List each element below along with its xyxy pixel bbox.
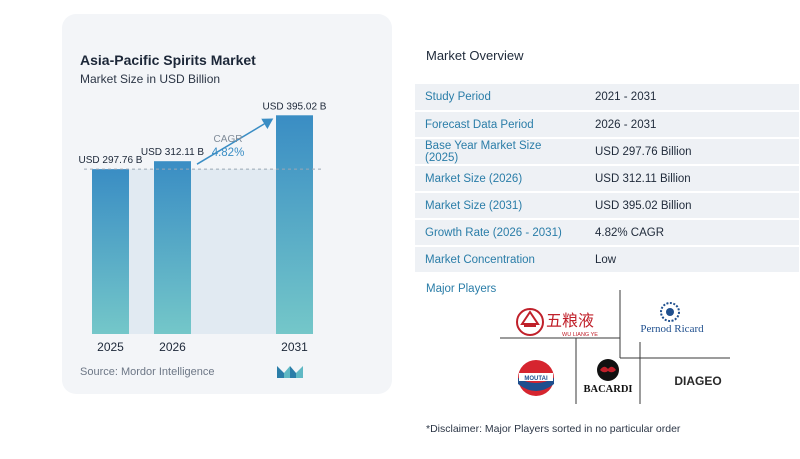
svg-text:五粮液: 五粮液 <box>546 311 594 330</box>
x-tick-label: 2026 <box>159 340 186 354</box>
overview-title: Market Overview <box>426 48 524 63</box>
bar-value-label: USD 297.76 B <box>79 155 143 166</box>
major-players-logos: 五粮液 WU LIANG YE Pernod Ricard MOUTAI BAC… <box>500 290 730 404</box>
overview-row: Growth Rate (2026 - 2031) 4.82% CAGR <box>415 219 799 247</box>
overview-key: Market Size (2026) <box>415 165 585 193</box>
overview-key: Base Year Market Size (2025) <box>415 138 585 166</box>
overview-value: Low <box>585 246 799 274</box>
mordor-logo-icon <box>277 366 303 378</box>
overview-row: Study Period 2021 - 2031 <box>415 84 799 112</box>
chart-subtitle: Market Size in USD Billion <box>80 72 221 86</box>
cagr-label: CAGR <box>214 134 243 145</box>
overview-value: 4.82% CAGR <box>585 219 799 247</box>
chart-title: Asia-Pacific Spirits Market <box>80 52 256 68</box>
overview-row: Forecast Data Period 2026 - 2031 <box>415 111 799 139</box>
source-note: Source: Mordor Intelligence <box>80 366 215 378</box>
bacardi-logo-icon: BACARDI <box>583 359 633 395</box>
moutai-logo-icon: MOUTAI <box>518 360 554 396</box>
overview-value: USD 395.02 Billion <box>585 192 799 220</box>
player-logo-label: BACARDI <box>583 384 632 395</box>
disclaimer-note: *Disclaimer: Major Players sorted in no … <box>426 423 681 435</box>
diageo-logo-icon: DIAGEO <box>674 374 721 388</box>
overview-row: Market Size (2026) USD 312.11 Billion <box>415 165 799 193</box>
overview-value: USD 312.11 Billion <box>585 165 799 193</box>
overview-key: Forecast Data Period <box>415 111 585 139</box>
player-logo-label: Pernod Ricard <box>640 323 704 335</box>
player-logo-label: MOUTAI <box>524 376 548 382</box>
cagr-arrow <box>196 118 274 165</box>
bar-value-label: USD 312.11 B <box>141 147 205 158</box>
cagr-value: 4.82% <box>212 147 245 159</box>
overview-row: Market Size (2031) USD 395.02 Billion <box>415 192 799 220</box>
overview-row: Market Concentration Low <box>415 246 799 274</box>
overview-key: Market Size (2031) <box>415 192 585 220</box>
pernod-ricard-logo-icon: Pernod Ricard <box>640 302 704 335</box>
player-logo-label: DIAGEO <box>674 374 721 388</box>
overview-value: USD 297.76 Billion <box>585 138 799 166</box>
overview-key: Study Period <box>415 84 585 112</box>
x-tick-label: 2031 <box>281 340 308 354</box>
overview-table: Study Period 2021 - 2031 Forecast Data P… <box>415 84 799 274</box>
x-tick-label: 2025 <box>97 340 124 354</box>
bar-value-label: USD 395.02 B <box>263 101 327 112</box>
overview-value: 2021 - 2031 <box>585 84 799 112</box>
wuliangye-logo-icon: 五粮液 WU LIANG YE <box>516 308 598 338</box>
overview-key: Market Concentration <box>415 246 585 274</box>
bar-chart: USD 297.76 B 2025 USD 312.11 B 2026 USD 395.… <box>79 101 327 354</box>
bar-2025 <box>92 169 129 334</box>
player-logo-label: WU LIANG YE <box>562 332 598 338</box>
bar-2031 <box>276 115 313 334</box>
bar-2026 <box>154 161 191 334</box>
overview-key: Growth Rate (2026 - 2031) <box>415 219 585 247</box>
major-players-label: Major Players <box>426 283 497 295</box>
overview-row: Base Year Market Size (2025) USD 297.76 … <box>415 138 799 166</box>
overview-value: 2026 - 2031 <box>585 111 799 139</box>
